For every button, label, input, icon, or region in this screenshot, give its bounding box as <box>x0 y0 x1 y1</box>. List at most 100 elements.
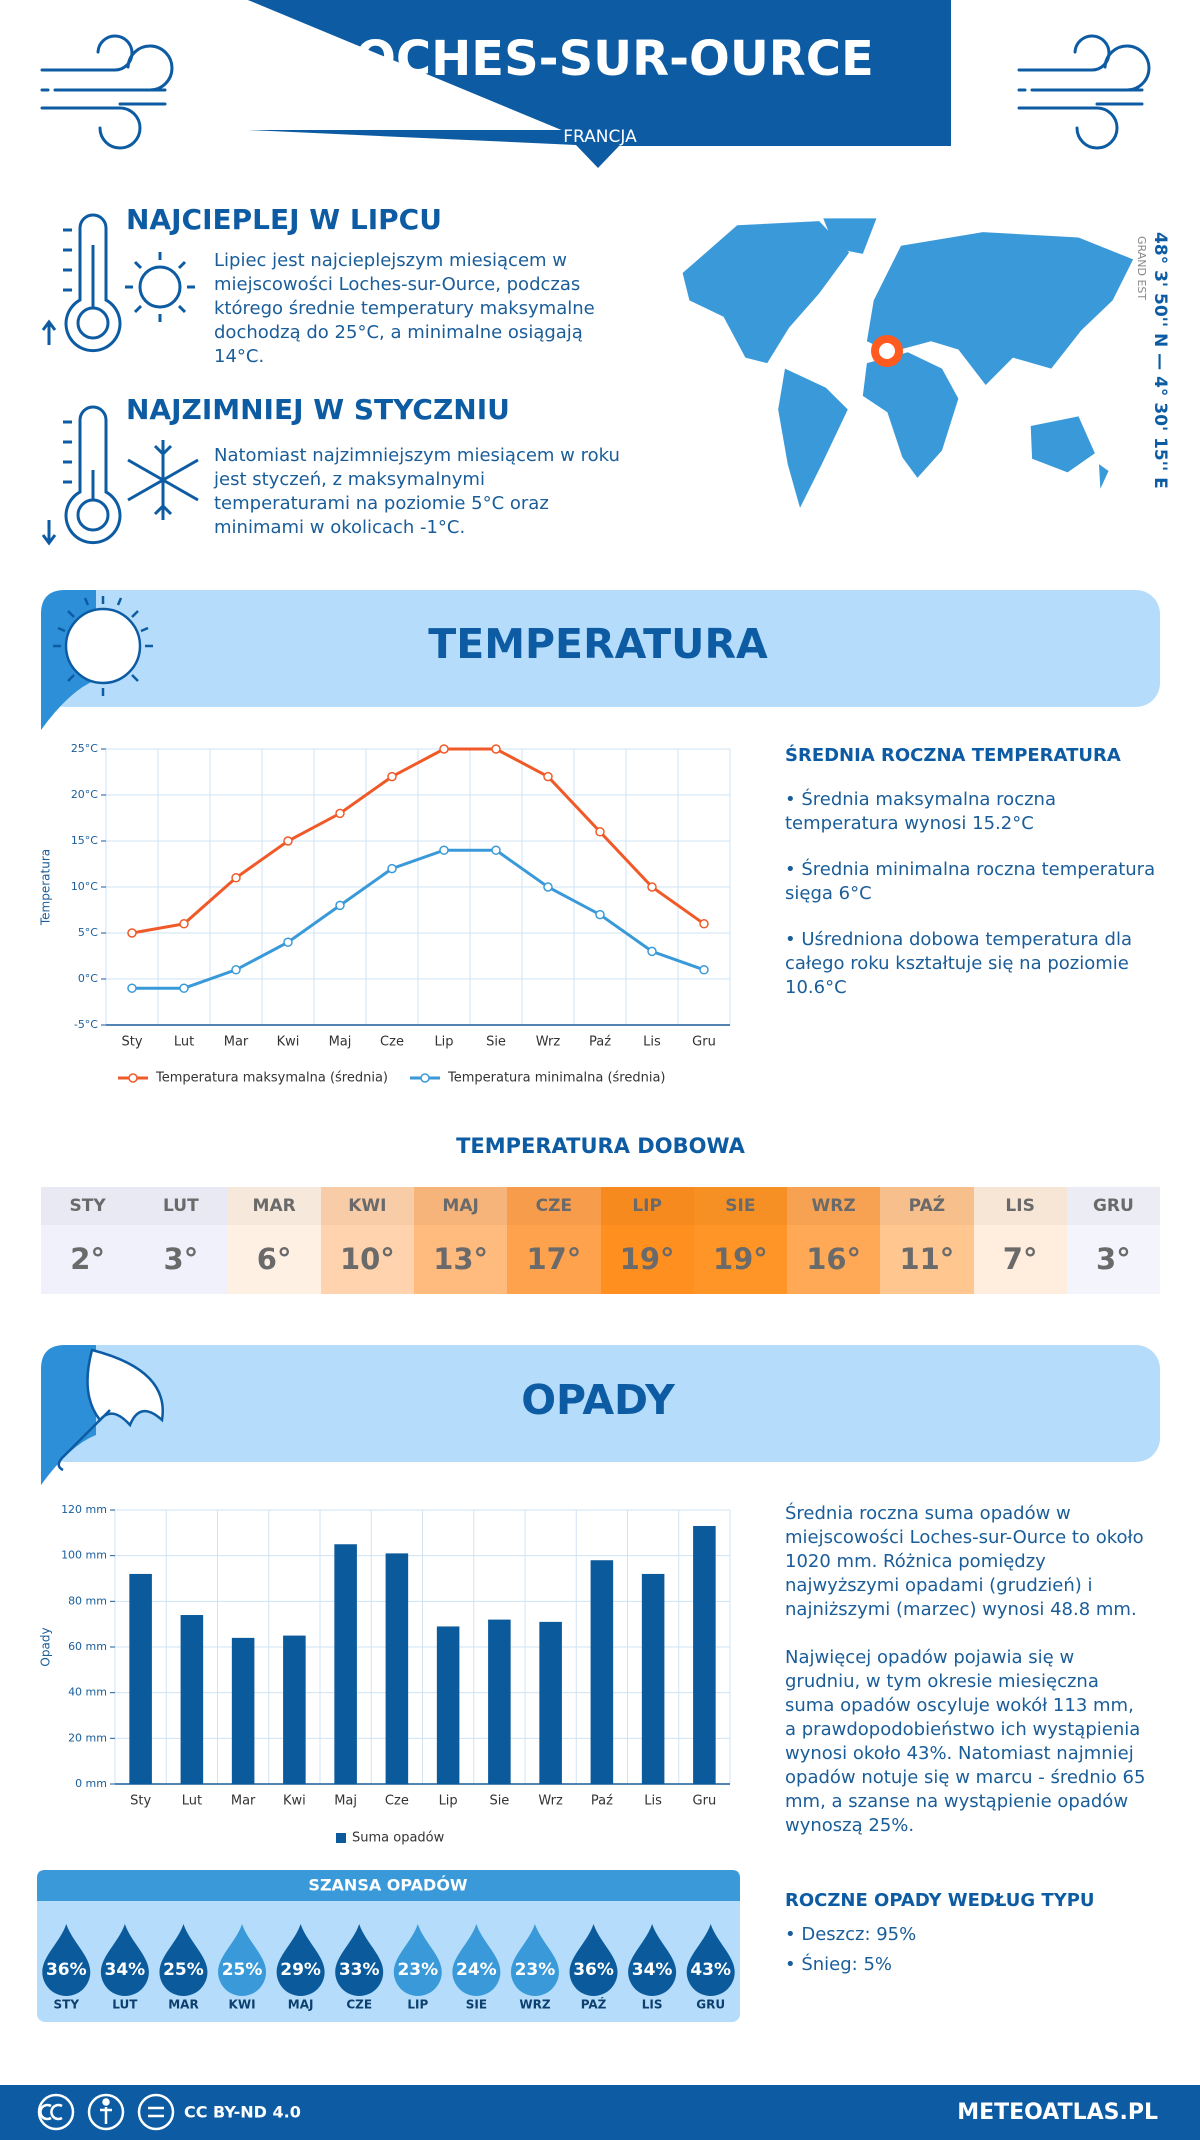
drop <box>452 1924 501 1997</box>
section-banner <box>41 590 1160 707</box>
daily-column: LUT 3° <box>134 1187 228 1294</box>
drop <box>628 1924 677 1997</box>
temperature-value: 6° <box>256 1242 292 1276</box>
legend-point <box>128 1073 138 1083</box>
chance-month: MAJ <box>288 1998 314 2012</box>
section-title: OPADY <box>521 1376 676 1424</box>
daily-column: LIP 19° <box>600 1187 694 1294</box>
x-tick-label: Maj <box>334 1794 357 1809</box>
chance-value: 25% <box>222 1960 263 1980</box>
temperature-value: 17° <box>526 1242 582 1276</box>
bar <box>283 1635 306 1784</box>
temperature-value: 19° <box>712 1242 768 1276</box>
month: GRU <box>1067 1187 1160 1225</box>
daily-column: MAJ 13° <box>414 1187 508 1294</box>
city-title: LOCHES-SUR-OURCE <box>326 31 874 87</box>
site-name[interactable]: METEOATLAS.PL <box>957 2100 1158 2125</box>
annual-item: • Średnia minimalna roczna temperatura s… <box>785 859 1156 904</box>
daily-column: KWI 10° <box>320 1187 414 1294</box>
header-banner-tip <box>248 0 951 168</box>
coordinates: 48° 3' 50'' N — 4° 30' 15'' E <box>1150 232 1170 489</box>
x-tick-label: Cze <box>385 1794 409 1809</box>
daily-column: LIS 7° <box>973 1187 1067 1294</box>
point <box>595 909 605 920</box>
point <box>127 928 137 938</box>
y-tick-label: 5°C <box>78 926 98 939</box>
x-tick-label: Lis <box>644 1794 662 1809</box>
section-title: TEMPERATURA <box>428 620 768 668</box>
bar <box>436 1626 460 1784</box>
month: WRZ <box>787 1187 880 1225</box>
chance-value: 25% <box>163 1960 204 1980</box>
drop <box>393 1924 442 1997</box>
daily-column: CZE 17° <box>507 1187 601 1294</box>
x-tick-label: Wrz <box>538 1794 563 1809</box>
point <box>231 965 241 975</box>
license-icons <box>37 2093 175 2131</box>
point <box>543 882 553 892</box>
bar <box>488 1619 511 1784</box>
month: KWI <box>321 1187 414 1225</box>
bar <box>231 1637 255 1784</box>
month: MAR <box>228 1187 321 1225</box>
point <box>543 771 553 782</box>
month: LUT <box>134 1187 227 1225</box>
x-tick-label: Gru <box>692 1035 716 1050</box>
x-tick-label: Cze <box>380 1035 404 1050</box>
chance-month: KWI <box>229 1998 256 2012</box>
chance-month: SIE <box>466 1998 487 2012</box>
annual-item: • Średnia maksymalna roczna temperatura … <box>785 789 1056 834</box>
chance-month: WRZ <box>519 1998 550 2012</box>
month: MAJ <box>414 1187 507 1225</box>
chance-value: 23% <box>515 1960 556 1980</box>
daily-table: STY 2° LUT 3° MAR 6° KWI 10° MAJ 13° CZE 17° LIP 19° S… <box>41 1187 1160 1294</box>
point <box>491 744 501 754</box>
banner-corner <box>41 1345 96 1485</box>
drop <box>159 1924 208 1997</box>
chance-box <box>37 1870 740 2022</box>
month: STY <box>41 1187 134 1225</box>
bar <box>641 1573 665 1784</box>
chance-month: PAŹ <box>581 1997 607 2012</box>
x-tick-label: Mar <box>224 1035 249 1050</box>
x-tick-label: Sty <box>121 1035 142 1050</box>
point <box>699 965 709 975</box>
chance-month: STY <box>54 1998 80 2012</box>
x-tick-label: Paź <box>589 1035 611 1050</box>
bar <box>693 1525 716 1784</box>
point <box>283 937 293 947</box>
country: FRANCJA <box>563 127 637 147</box>
x-tick-label: Paź <box>591 1794 613 1809</box>
y-tick-label: 40 mm <box>68 1686 107 1699</box>
y-tick-label: 120 mm <box>61 1503 107 1516</box>
bar <box>334 1544 357 1784</box>
point <box>439 845 449 855</box>
annual-temperature-title: ŚREDNIA ROCZNA TEMPERATURA <box>785 745 1121 766</box>
line <box>132 848 705 990</box>
legend-point <box>420 1073 430 1083</box>
x-tick-label: Mar <box>231 1794 256 1809</box>
line <box>131 747 705 935</box>
chance-value: 36% <box>46 1960 87 1980</box>
x-tick-label: Kwi <box>283 1794 306 1809</box>
coldest-title: NAJZIMNIEJ W STYCZNIU <box>126 393 510 426</box>
point <box>647 946 657 957</box>
wind-icon <box>1017 34 1151 150</box>
temperature-value: 11° <box>899 1242 955 1276</box>
type-title: ROCZNE OPADY WEDŁUG TYPU <box>785 1890 1095 1911</box>
precipitation-type: ROCZNE OPADY WEDŁUG TYPU • Deszcz: 95% •… <box>785 1890 1160 1977</box>
x-tick-label: Gru <box>693 1794 717 1809</box>
chance-month: LIS <box>642 1998 663 2012</box>
daily-column: SIE 19° <box>693 1187 787 1294</box>
drop <box>100 1924 149 1997</box>
bar <box>129 1573 152 1784</box>
y-tick-label: 0°C <box>78 972 98 985</box>
precipitation-text: Średnia roczna suma opadów w miejscowośc… <box>785 1502 1150 1838</box>
chance-value: 36% <box>573 1960 614 1980</box>
chance-value: 29% <box>280 1960 321 1980</box>
drop <box>335 1924 384 1997</box>
point <box>491 845 501 855</box>
region: GRAND EST <box>1135 236 1148 300</box>
